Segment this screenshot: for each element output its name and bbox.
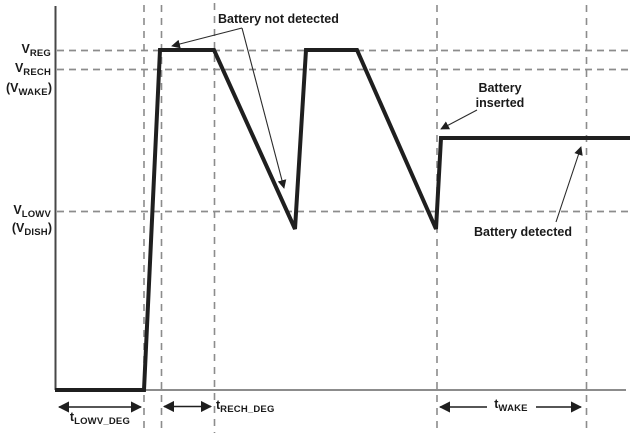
vreg-label: VREG <box>21 42 51 59</box>
trech-deg-label: tRECH_DEG <box>216 398 275 415</box>
battery-not-detected-arrow-right <box>241 27 287 189</box>
battery-not-detected-label: Battery not detected <box>218 12 339 26</box>
battery-inserted-label: Battery inserted <box>475 81 525 110</box>
twake-label: tWAKE <box>494 397 528 414</box>
vdish-label: (VDISH) <box>11 221 52 238</box>
battery-detected-arrow <box>555 146 583 223</box>
battery-detected-label: Battery detected <box>474 225 572 239</box>
tlowv-deg-label: tLOWV_DEG <box>69 410 131 427</box>
vlowv-label: VLOWV <box>13 203 51 220</box>
battery-not-detected-arrow-left <box>171 27 243 49</box>
battery-inserted-arrow <box>440 109 478 130</box>
vrech-label: VRECH <box>14 61 51 78</box>
vwake-label: (VWAKE) <box>6 81 52 98</box>
battery-voltage-waveform <box>55 48 630 392</box>
